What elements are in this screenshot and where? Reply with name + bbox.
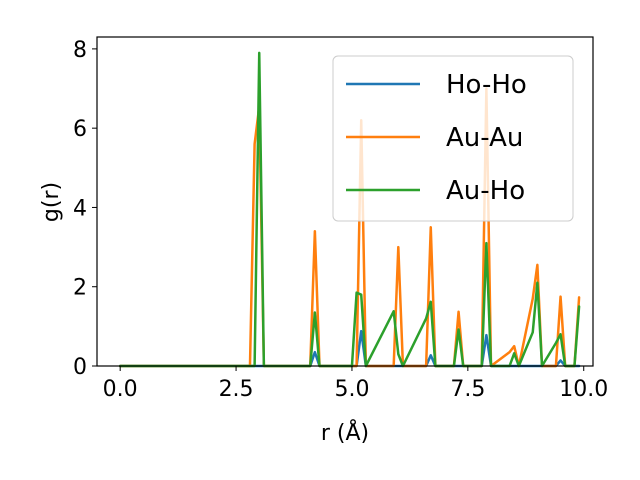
- y-tick-label: 2: [73, 276, 87, 301]
- x-tick-label: 7.5: [450, 377, 485, 402]
- legend-label-au-au: Au-Au: [446, 123, 523, 153]
- x-axis-label: r (Å): [321, 419, 369, 446]
- plot-frame: [96, 36, 594, 367]
- legend-label-au-ho: Au-Ho: [446, 176, 525, 206]
- x-tick-label: 0.0: [103, 377, 138, 402]
- y-tick-label: 4: [73, 196, 87, 221]
- x-tick-label: 5.0: [334, 377, 369, 402]
- y-axis-label: g(r): [39, 182, 64, 222]
- y-axis: 0 2 4 6 8: [73, 38, 97, 380]
- y-tick-label: 6: [73, 117, 87, 142]
- y-tick-label: 8: [73, 38, 87, 63]
- x-tick-label: 10.0: [559, 377, 608, 402]
- legend-label-ho-ho: Ho-Ho: [446, 70, 527, 100]
- x-axis: 0.0 2.5 5.0 7.5 10.0: [103, 366, 608, 402]
- x-tick-label: 2.5: [219, 377, 254, 402]
- legend-box: [332, 55, 574, 222]
- y-tick-label: 0: [73, 355, 87, 380]
- legend: Ho-Ho Au-Au Au-Ho: [332, 55, 574, 222]
